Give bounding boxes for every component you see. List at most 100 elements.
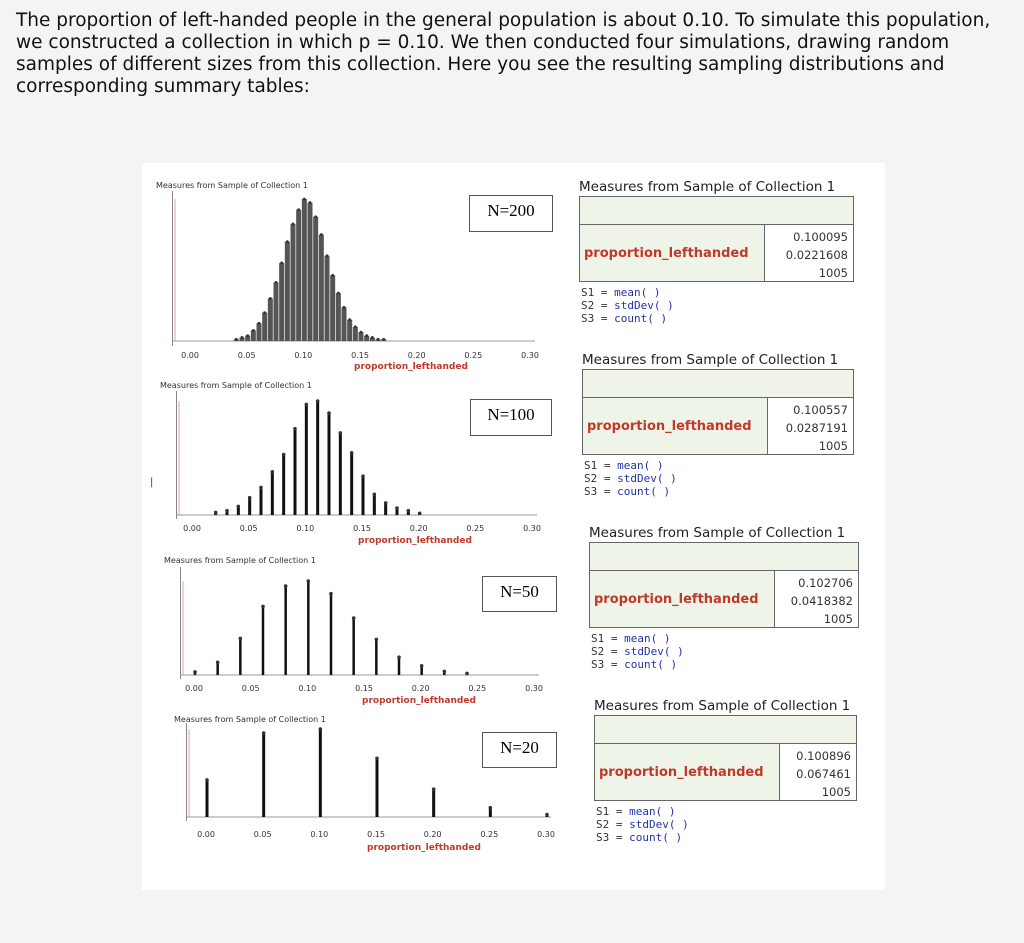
formula-legend: S1 = mean( ) S2 = stdDev( ) S3 = count( … [594, 805, 857, 844]
histogram-bar[interactable] [488, 807, 492, 817]
histogram-bar[interactable] [216, 662, 219, 675]
histogram-bar[interactable] [205, 779, 209, 817]
histogram-bar[interactable] [256, 323, 262, 341]
attribute-name[interactable]: proportion_lefthanded [583, 398, 768, 454]
histogram-bar[interactable] [282, 454, 286, 515]
table-row: proportion_lefthanded 0.100557 0.0287191… [582, 398, 854, 455]
formula-fn[interactable]: stdDev( ) [624, 645, 684, 658]
histogram-bar[interactable] [324, 255, 330, 341]
histogram-bar[interactable] [236, 506, 240, 515]
histogram-bar[interactable] [267, 298, 273, 341]
histogram-bar[interactable] [301, 199, 307, 341]
attribute-name[interactable]: proportion_lefthanded [590, 571, 775, 627]
histogram-bar[interactable] [352, 326, 358, 341]
histogram-bar[interactable] [364, 335, 370, 341]
x-tick-label: 0.10 [296, 524, 315, 533]
histogram-bar[interactable] [335, 293, 341, 341]
histogram-bar[interactable] [270, 471, 274, 515]
histogram-bar[interactable] [296, 209, 302, 341]
bar-dot [349, 451, 354, 455]
histogram-bar[interactable] [329, 593, 333, 675]
histogram-bar[interactable] [284, 241, 290, 341]
histogram-bar[interactable] [432, 789, 436, 817]
histogram-bar[interactable] [259, 487, 263, 515]
bar-dot [336, 291, 340, 295]
attribute-name[interactable]: proportion_lefthanded [580, 225, 765, 281]
histogram-bar[interactable] [279, 262, 285, 341]
histogram-bar[interactable] [304, 404, 308, 515]
bar-dot [406, 508, 411, 513]
formula-label: S3 = [591, 658, 625, 671]
histogram-bar[interactable] [375, 639, 378, 675]
bar-dot [431, 787, 436, 792]
summary-values: 0.100095 0.0221608 1005 [765, 225, 853, 281]
histogram-bar[interactable] [307, 581, 310, 675]
formula-fn[interactable]: mean( ) [624, 632, 671, 645]
histogram-bar[interactable] [307, 202, 313, 341]
histogram-bar[interactable] [372, 494, 376, 515]
histogram-bar[interactable] [420, 665, 423, 675]
formula-fn[interactable]: mean( ) [614, 286, 661, 299]
formula-label: S3 = [584, 485, 618, 498]
formula-fn[interactable]: stdDev( ) [614, 299, 674, 312]
histogram-bar[interactable] [350, 452, 354, 515]
histogram-bar[interactable] [347, 319, 353, 341]
x-tick-label: 0.25 [468, 684, 487, 693]
histogram-bar[interactable] [239, 638, 242, 675]
formula-fn[interactable]: count( ) [629, 831, 683, 844]
formula-label: S1 = [584, 459, 618, 472]
histogram-bar[interactable] [375, 758, 379, 817]
formula-fn[interactable]: stdDev( ) [629, 818, 689, 831]
formula-label: S2 = [584, 472, 618, 485]
formula-fn[interactable]: stdDev( ) [617, 472, 677, 485]
histogram-bar[interactable] [384, 502, 388, 515]
histogram-bar[interactable] [245, 335, 251, 341]
formula-fn[interactable]: count( ) [614, 312, 668, 325]
histogram-bar[interactable] [341, 307, 347, 341]
histogram-bar[interactable] [327, 413, 331, 515]
histogram-bar[interactable] [352, 618, 355, 675]
histogram-bar[interactable] [290, 223, 296, 341]
formula-fn[interactable]: count( ) [624, 658, 678, 671]
bar-dot [365, 334, 369, 338]
histogram-bar[interactable] [316, 401, 320, 515]
bar-dot [314, 215, 318, 219]
histogram-bar[interactable] [284, 586, 287, 675]
attribute-name[interactable]: proportion_lefthanded [595, 744, 780, 800]
histogram-bar[interactable] [318, 234, 324, 342]
histogram-bar[interactable] [318, 729, 322, 817]
histogram-bar[interactable] [406, 510, 410, 515]
histogram-bar[interactable] [361, 476, 365, 515]
formula-fn[interactable]: count( ) [617, 485, 671, 498]
bar-dot [348, 318, 352, 322]
histogram-bar[interactable] [225, 510, 229, 515]
histogram-bar[interactable] [273, 282, 279, 341]
histogram-bar[interactable] [248, 497, 252, 515]
bar-dot [213, 510, 218, 515]
histogram-bar[interactable] [358, 332, 364, 341]
histogram-bar[interactable] [262, 733, 266, 817]
table-row: proportion_lefthanded 0.100896 0.067461 … [594, 744, 857, 801]
histogram-bar[interactable] [338, 432, 342, 515]
histogram-bar[interactable] [330, 275, 336, 341]
histogram-bar[interactable] [369, 337, 375, 341]
x-tick-label: 0.05 [241, 684, 260, 693]
histogram-n50 [180, 567, 541, 679]
histogram-bar[interactable] [293, 428, 297, 515]
histogram-bar[interactable] [313, 216, 319, 341]
histogram-bar[interactable] [395, 508, 399, 515]
histogram-bar[interactable] [239, 337, 245, 341]
x-tick-label: 0.00 [197, 830, 215, 839]
summary-table: Measures from Sample of Collection 1 pro… [589, 525, 859, 671]
mean-value: 0.100095 [793, 230, 848, 244]
count-value: 1005 [821, 785, 851, 799]
bar-dot [417, 511, 422, 516]
histogram-bar[interactable] [250, 330, 256, 341]
histogram-bar[interactable] [261, 606, 265, 675]
histogram-bar[interactable] [397, 657, 401, 675]
formula-fn[interactable]: mean( ) [629, 805, 676, 818]
histogram-bar[interactable] [262, 312, 268, 341]
bar-dot [297, 208, 301, 212]
formula-fn[interactable]: mean( ) [617, 459, 664, 472]
bar-dot [280, 261, 284, 265]
